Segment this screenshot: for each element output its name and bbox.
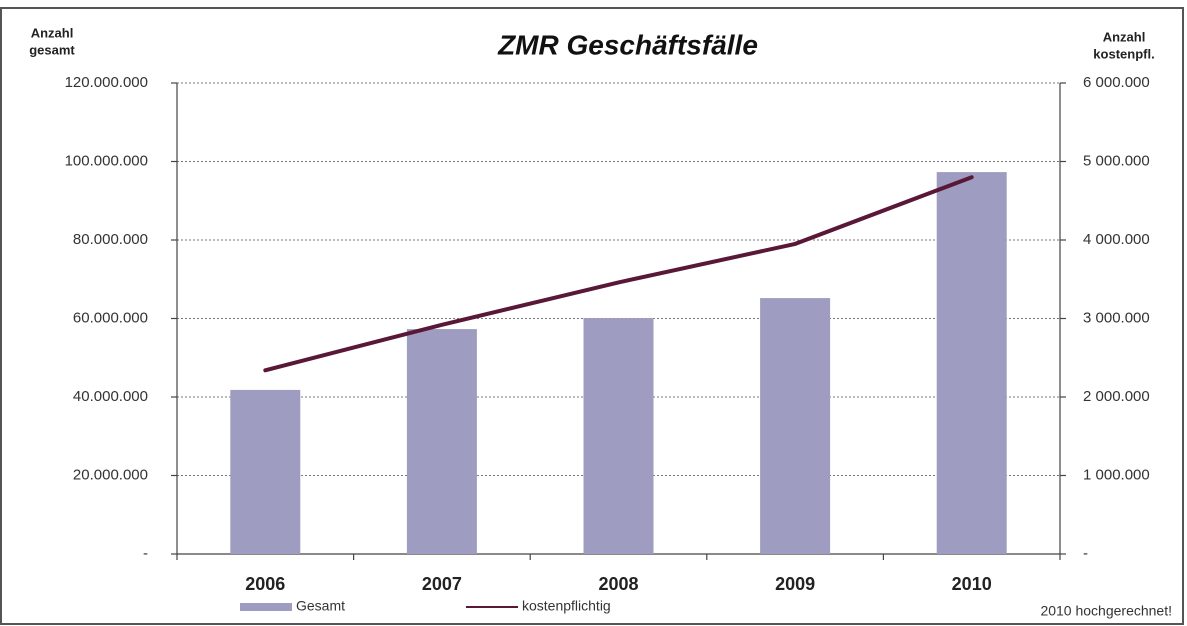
line (263, 175, 974, 373)
y2-axis-label: Anzahl (1103, 29, 1146, 44)
x-tick-label: 2009 (775, 574, 815, 594)
x-tick-label: 2006 (245, 574, 285, 594)
y-tick-label: 120.000.000 (65, 74, 148, 91)
annotation: 2010 hochgerechnet! (1040, 603, 1172, 619)
y-tick-label: - (143, 545, 148, 562)
y2-tick-label: 2 000.000 (1083, 388, 1150, 405)
chart-title: ZMR Geschäftsfälle (497, 29, 758, 60)
legend-label: kostenpflichtig (522, 598, 611, 614)
y-tick-label: 20.000.000 (73, 466, 148, 483)
y-tick-label: 80.000.000 (73, 231, 148, 248)
y-axis-label: Anzahl (31, 25, 74, 40)
y2-tick-label: 5 000.000 (1083, 152, 1150, 169)
legend-label: Gesamt (296, 598, 345, 614)
bar (583, 318, 654, 554)
x-tick-label: 2008 (598, 574, 638, 594)
bar (406, 329, 477, 554)
y2-tick-label: 3 000.000 (1083, 309, 1150, 326)
y-tick-label: 100.000.000 (65, 152, 148, 169)
x-tick-label: 2007 (422, 574, 462, 594)
legend-swatch (240, 603, 292, 611)
bar (760, 298, 831, 554)
y-axis-label: gesamt (29, 42, 75, 57)
x-tick-label: 2010 (952, 574, 992, 594)
y2-tick-label: 1 000.000 (1083, 466, 1150, 483)
bar (936, 172, 1007, 554)
y2-tick-label: - (1083, 545, 1088, 562)
bar (230, 389, 301, 554)
y-tick-label: 60.000.000 (73, 309, 148, 326)
y2-tick-label: 6 000.000 (1083, 74, 1150, 91)
y-tick-label: 40.000.000 (73, 388, 148, 405)
y2-tick-label: 4 000.000 (1083, 231, 1150, 248)
y2-axis-label: kostenpfl. (1093, 46, 1154, 61)
